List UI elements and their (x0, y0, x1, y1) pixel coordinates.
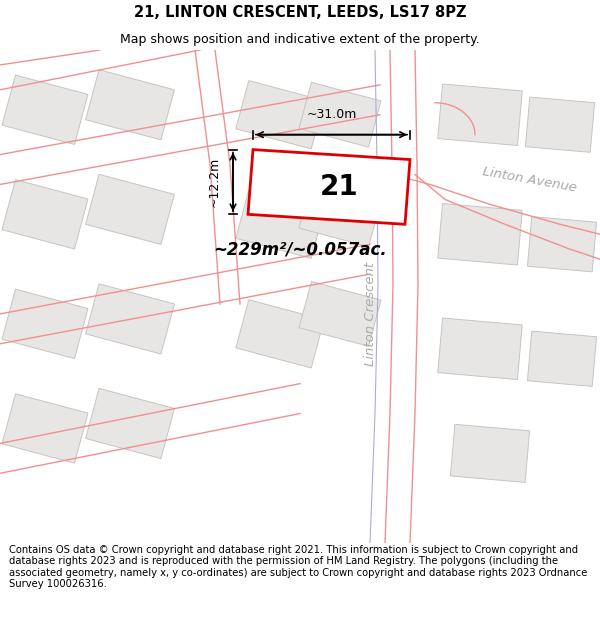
Polygon shape (438, 318, 522, 379)
Polygon shape (248, 149, 410, 224)
Text: ~12.2m: ~12.2m (208, 157, 221, 207)
Polygon shape (236, 190, 324, 258)
Polygon shape (86, 388, 175, 459)
Polygon shape (451, 424, 530, 483)
Polygon shape (526, 97, 595, 152)
Polygon shape (438, 204, 522, 265)
Text: 21: 21 (320, 173, 358, 201)
Polygon shape (236, 300, 324, 368)
Text: Contains OS data © Crown copyright and database right 2021. This information is : Contains OS data © Crown copyright and d… (9, 544, 587, 589)
Polygon shape (438, 84, 522, 146)
Text: Linton Crescent: Linton Crescent (364, 262, 377, 366)
Polygon shape (2, 394, 88, 463)
Text: Map shows position and indicative extent of the property.: Map shows position and indicative extent… (120, 32, 480, 46)
Text: ~229m²/~0.057ac.: ~229m²/~0.057ac. (213, 240, 387, 258)
Text: ~31.0m: ~31.0m (307, 107, 356, 121)
Polygon shape (299, 281, 381, 346)
Polygon shape (299, 182, 381, 247)
Polygon shape (299, 82, 381, 147)
Polygon shape (527, 331, 596, 386)
Polygon shape (2, 75, 88, 144)
Polygon shape (2, 179, 88, 249)
Polygon shape (236, 81, 324, 149)
Text: 21, LINTON CRESCENT, LEEDS, LS17 8PZ: 21, LINTON CRESCENT, LEEDS, LS17 8PZ (134, 5, 466, 20)
Polygon shape (86, 284, 175, 354)
Text: Linton Avenue: Linton Avenue (482, 165, 578, 194)
Polygon shape (2, 289, 88, 359)
Polygon shape (86, 70, 175, 140)
Polygon shape (86, 174, 175, 244)
Polygon shape (527, 217, 596, 272)
